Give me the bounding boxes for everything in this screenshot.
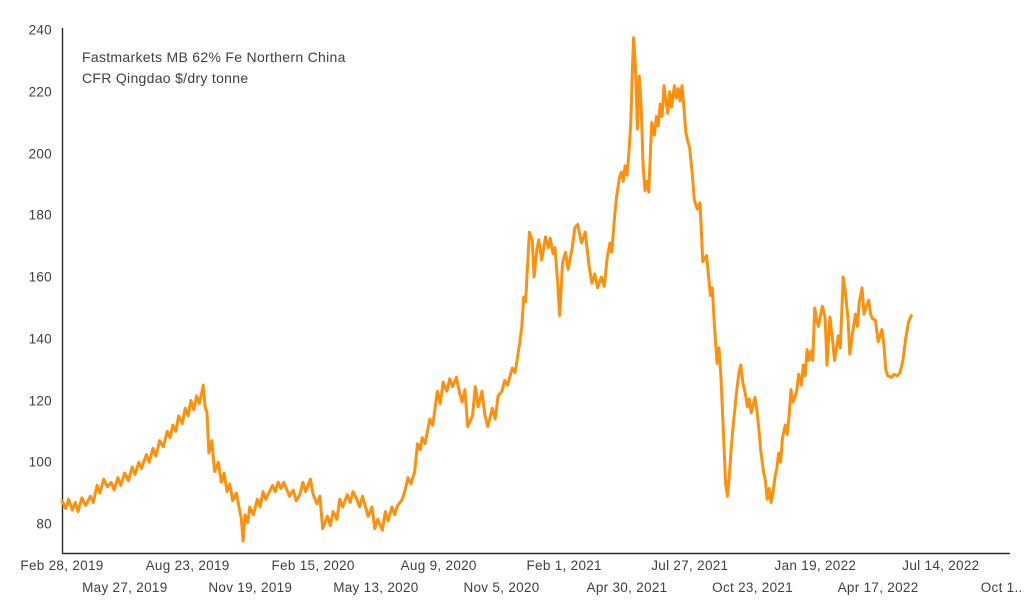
- x-axis-tick-label: Jul 14, 2022: [902, 558, 980, 573]
- y-axis-tick-label: 100: [28, 454, 52, 470]
- x-axis-tick-label: Oct 1...: [980, 580, 1024, 595]
- x-axis-tick-label: Feb 1, 2021: [526, 558, 602, 573]
- y-axis-tick-label: 140: [28, 331, 52, 347]
- x-axis-tick-label: Nov 5, 2020: [463, 580, 540, 595]
- price-series-line: [60, 36, 913, 543]
- y-axis-tick-label: 180: [28, 207, 52, 223]
- x-axis-tick-label: Jan 19, 2022: [774, 558, 857, 573]
- x-axis-tick-label: Aug 23, 2019: [145, 558, 230, 573]
- y-axis-tick-label: 80: [36, 516, 52, 532]
- x-axis-tick-label: Apr 17, 2022: [837, 580, 919, 595]
- series-annotation: Fastmarkets MB 62% Fe Northern China CFR…: [82, 47, 346, 89]
- y-axis-tick-label: 220: [28, 84, 52, 100]
- x-axis-tick-label: Apr 30, 2021: [586, 580, 668, 595]
- x-axis-tick-label: Nov 19, 2019: [208, 580, 293, 595]
- x-axis-tick-label: Aug 9, 2020: [400, 558, 477, 573]
- x-axis-tick-label: Jul 27, 2021: [651, 558, 729, 573]
- series-annotation-line2: CFR Qingdao $/dry tonne: [82, 70, 249, 86]
- y-axis-tick-label: 160: [28, 269, 52, 285]
- x-axis-tick-label: Feb 28, 2019: [20, 558, 104, 573]
- y-axis-tick-label: 120: [28, 393, 52, 408]
- x-axis-tick-label: Feb 15, 2020: [271, 558, 355, 573]
- y-axis-tick-label: 200: [28, 146, 52, 161]
- y-axis-tick-label: 240: [28, 22, 52, 38]
- x-axis-tick-label: May 13, 2020: [333, 580, 419, 595]
- x-axis-tick-label: Oct 23, 2021: [712, 580, 794, 595]
- series-annotation-line1: Fastmarkets MB 62% Fe Northern China: [82, 49, 346, 65]
- x-axis-tick-label: May 27, 2019: [82, 580, 168, 595]
